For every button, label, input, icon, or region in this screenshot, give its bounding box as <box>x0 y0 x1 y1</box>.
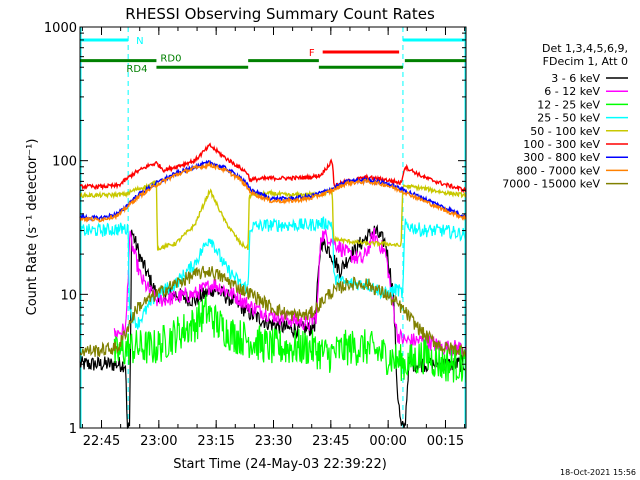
legend-label: 100 - 300 keV <box>523 138 600 151</box>
flag-label: RD0 <box>160 54 181 65</box>
legend-label: 12 - 25 keV <box>537 98 600 111</box>
legend-label: 7000 - 15000 keV <box>502 178 600 191</box>
flag-label: RD4 <box>126 64 147 75</box>
chart-title: RHESSI Observing Summary Count Rates <box>125 5 435 23</box>
series-line <box>113 294 467 383</box>
x-tick-label: 22:45 <box>83 434 120 449</box>
y-tick-label: 10 <box>60 288 77 303</box>
flag-label: F <box>309 48 315 59</box>
legend-label: 300 - 800 keV <box>523 151 600 164</box>
legend-label: 25 - 50 keV <box>537 112 600 125</box>
x-tick-label: 23:45 <box>312 434 349 449</box>
y-tick-label: 100 <box>52 155 77 170</box>
axes: 1 10 100 1000 22:45 23:00 23:15 23:30 23:45 00:00… <box>44 21 467 449</box>
legend-label: 6 - 12 keV <box>544 85 600 98</box>
series-line <box>79 159 467 223</box>
x-axis-label: Start Time (24-May-03 22:39:22) <box>173 457 387 472</box>
legend-label: 3 - 6 keV <box>551 72 600 85</box>
series-line <box>79 160 467 223</box>
y-tick-label: 1 <box>69 422 77 437</box>
series-line <box>79 142 466 194</box>
legend-header-line: FDecim 1, Att 0 <box>543 55 628 68</box>
y-tick-label: 1000 <box>44 21 77 36</box>
x-tick-label: 23:15 <box>197 434 234 449</box>
legend: Det 1,3,4,5,6,9,FDecim 1, Att 0 3 - 6 keV… <box>502 42 628 191</box>
x-tick-label: 00:00 <box>369 434 406 449</box>
x-tick-label: 00:15 <box>427 434 464 449</box>
legend-label: 800 - 7000 keV <box>516 164 600 177</box>
x-tick-label: 23:00 <box>140 434 177 449</box>
series-line <box>79 180 467 251</box>
series-line <box>79 224 467 430</box>
series-group <box>79 142 467 430</box>
legend-header-line: Det 1,3,4,5,6,9, <box>542 42 628 55</box>
x-tick-label: 23:30 <box>255 434 292 449</box>
flag-bars: N F RD0 RD4 <box>80 36 466 75</box>
series-line <box>79 265 467 357</box>
y-axis-label: Count Rate (s⁻¹ detector⁻¹) <box>25 139 40 316</box>
timestamp: 18-Oct-2021 15:56 <box>560 468 636 477</box>
series-line <box>113 227 467 357</box>
flag-label: N <box>136 36 143 47</box>
legend-label: 50 - 100 keV <box>530 125 600 138</box>
series-line <box>79 216 467 330</box>
